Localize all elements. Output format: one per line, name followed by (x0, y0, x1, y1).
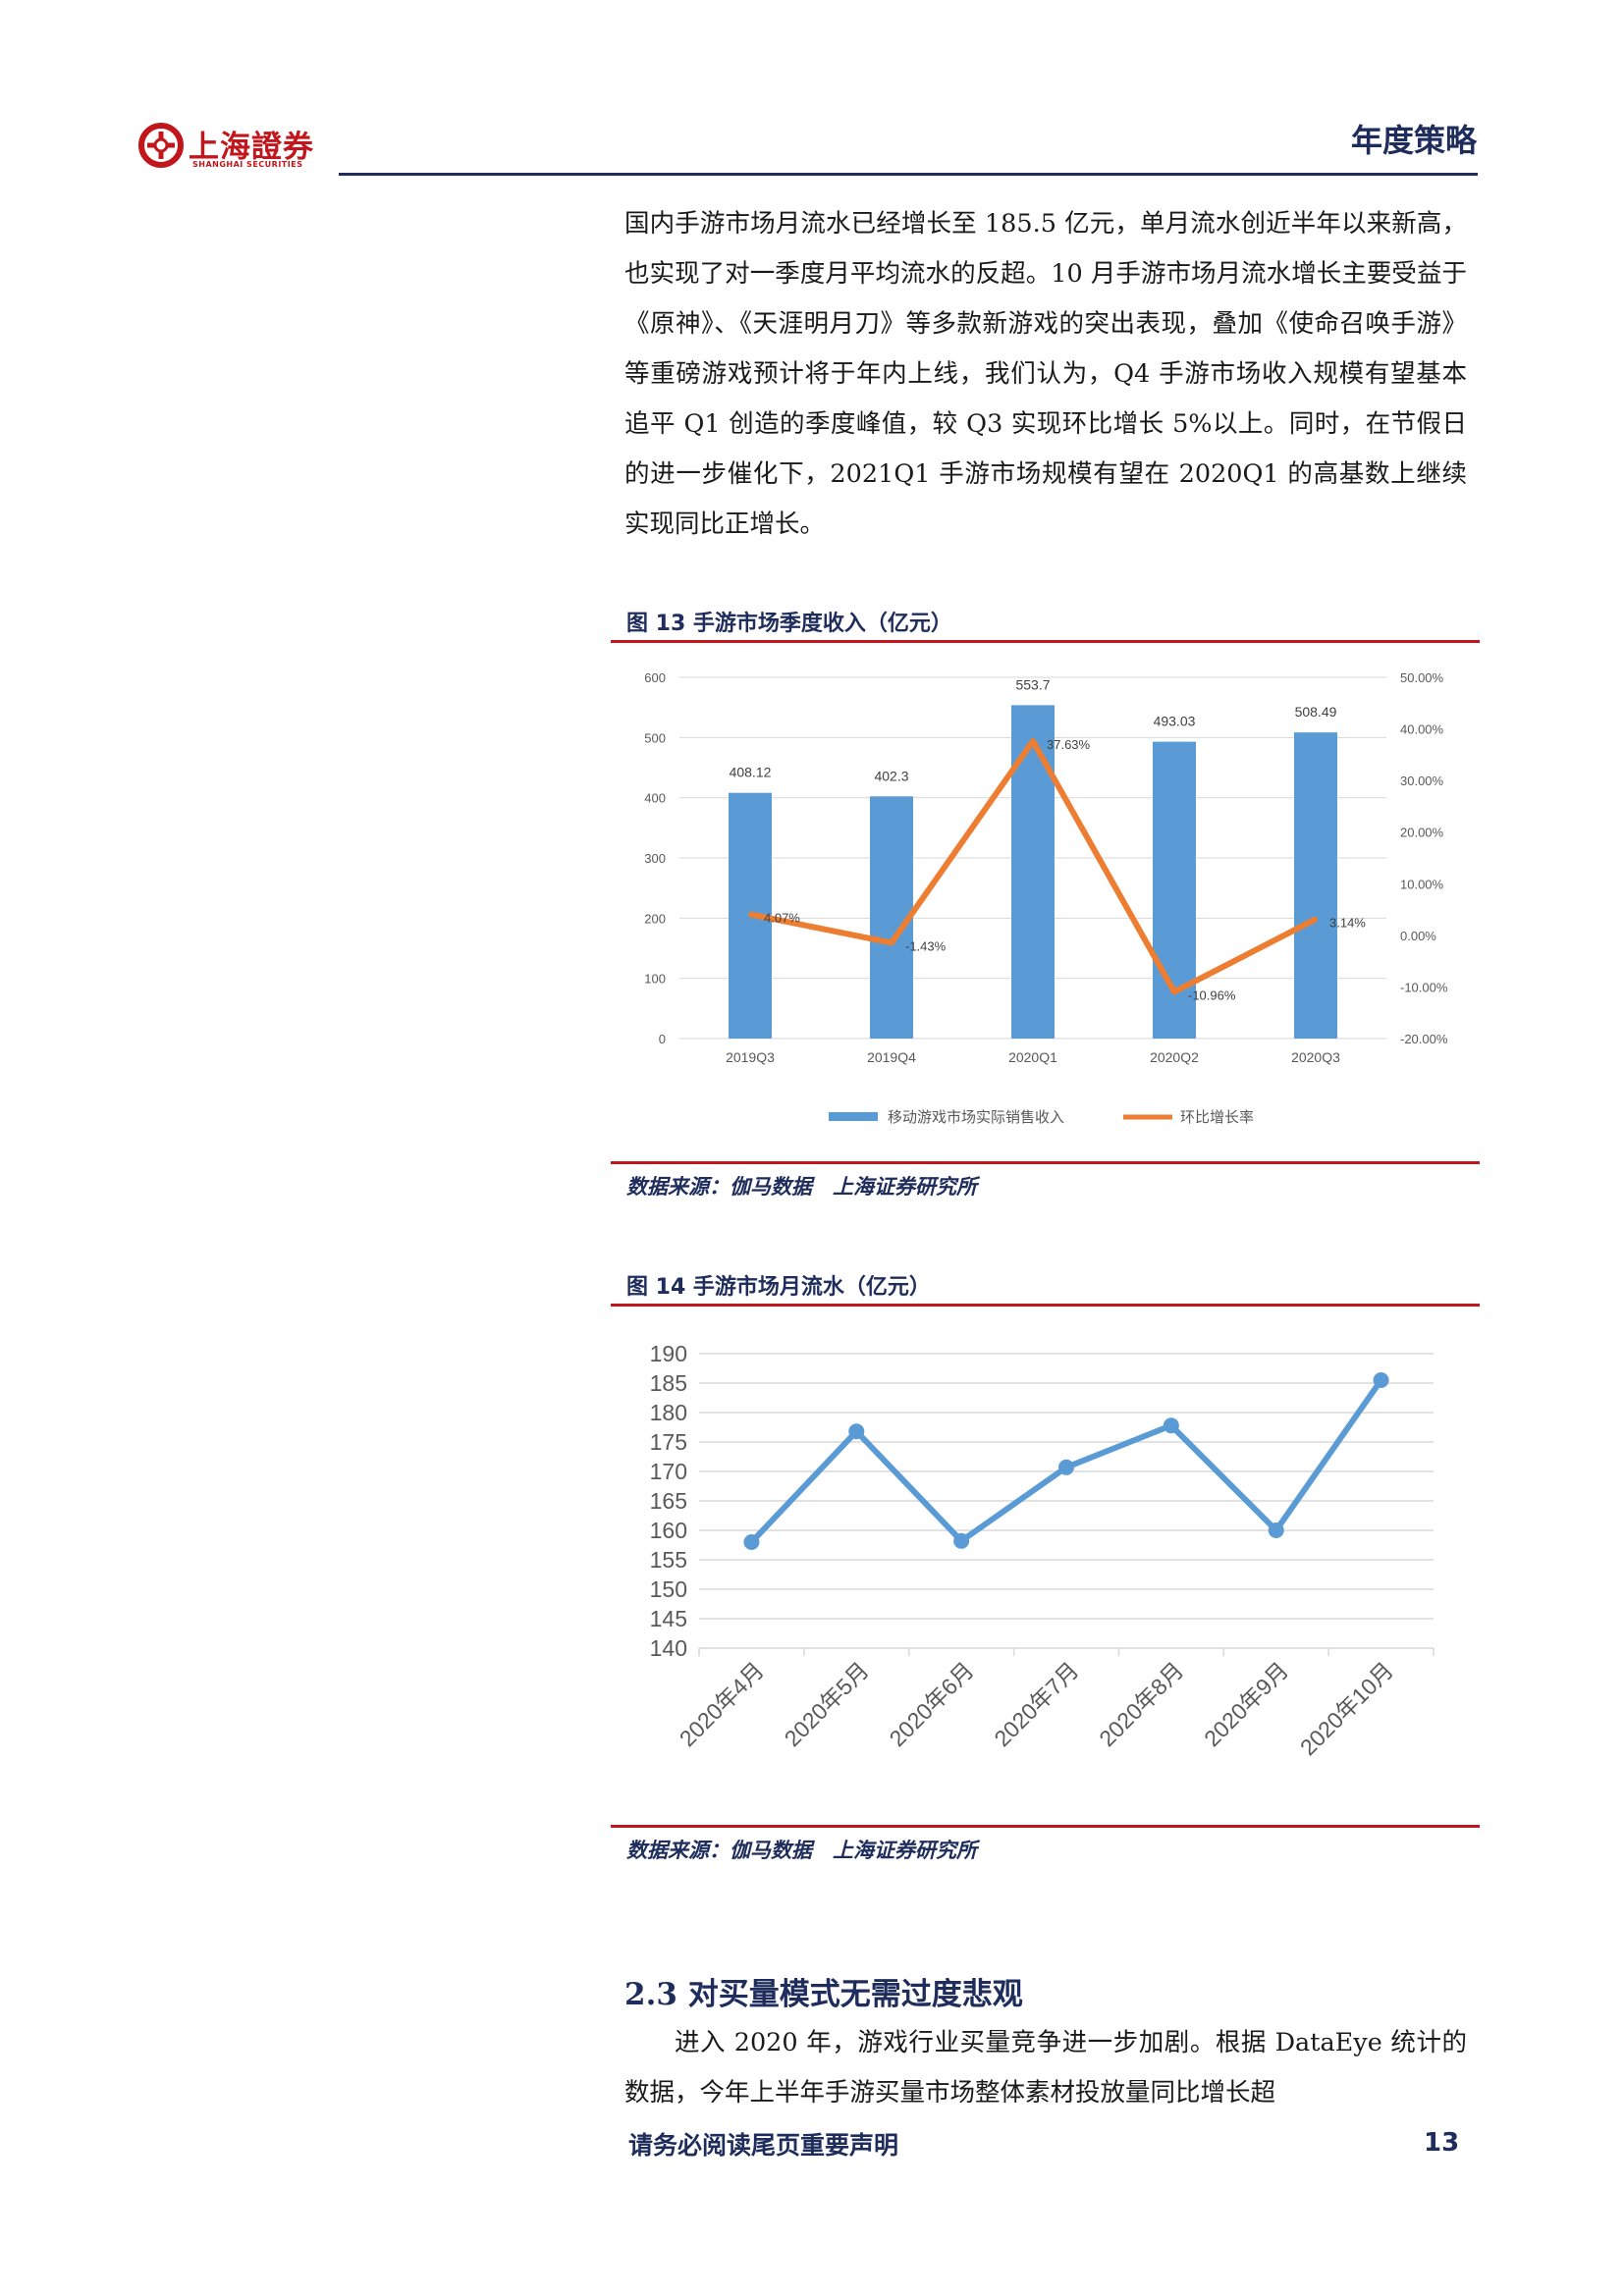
y-tick-label: 0 (659, 1032, 666, 1046)
y2-tick-label: 30.00% (1400, 774, 1444, 788)
growth-point (1172, 989, 1176, 994)
data-point (1058, 1459, 1074, 1475)
growth-value-label: 4.07% (764, 910, 800, 925)
bar-value-label: 493.03 (1154, 714, 1196, 729)
data-point (1268, 1522, 1284, 1538)
growth-value-label: 37.63% (1047, 737, 1091, 752)
data-point (1163, 1417, 1179, 1434)
figure14-title: 图 14 手游市场月流水（亿元） (626, 1275, 931, 1300)
figure13-chart: 0 100 200 300 400 500 600 -20.00% -10.00% 0.00% 10… (644, 670, 1448, 1126)
y-tick-label: 200 (644, 911, 666, 926)
figure14-top-rule (611, 1304, 1480, 1307)
figure13-bottom-rule (611, 1161, 1480, 1164)
legend-label-line: 环比增长率 (1180, 1109, 1254, 1126)
y-tick-label: 150 (650, 1576, 687, 1602)
y-tick-label: 160 (650, 1518, 687, 1543)
y-tick-label: 300 (644, 851, 666, 866)
y-tick-label: 145 (650, 1606, 687, 1631)
y2-tick-label: 10.00% (1400, 877, 1444, 891)
growth-point (748, 912, 752, 917)
y-tick-label: 190 (650, 1341, 687, 1366)
y-tick-label: 180 (650, 1400, 687, 1425)
growth-point (1314, 917, 1318, 922)
y2-tick-label: 40.00% (1400, 722, 1444, 737)
figure13-title: 图 13 手游市场季度收入（亿元） (626, 612, 952, 636)
bar-value-label: 408.12 (730, 765, 772, 780)
section-heading: 2.3 对买量模式无需过度悲观 (624, 1977, 1023, 2012)
x-tick-label: 2020年6月 (885, 1657, 979, 1751)
y-tick-label: 170 (650, 1459, 687, 1484)
x-tick-label: 2020年8月 (1094, 1657, 1188, 1751)
figure13-top-rule (611, 640, 1480, 643)
figure14-source: 数据来源：伽马数据 上海证券研究所 (626, 1838, 977, 1862)
header-divider (339, 173, 1478, 176)
footer-disclaimer: 请务必阅读尾页重要声明 (628, 2131, 899, 2160)
data-point (1373, 1372, 1389, 1388)
x-tick-label: 2020Q2 (1150, 1049, 1199, 1065)
bar-value-label: 553.7 (1015, 676, 1050, 692)
y-tick-label: 140 (650, 1635, 687, 1661)
y-tick-label: 165 (650, 1488, 687, 1514)
x-tick-label: 2019Q4 (867, 1049, 916, 1065)
y-tick-label: 175 (650, 1429, 687, 1455)
y-tick-label: 500 (644, 730, 666, 745)
x-tick-label: 2020年7月 (989, 1657, 1083, 1751)
legend-swatch-bar (829, 1112, 878, 1121)
growth-point (890, 940, 893, 945)
x-tick-label: 2020年4月 (675, 1657, 769, 1751)
y-tick-label: 100 (644, 972, 666, 987)
bar (1294, 732, 1337, 1039)
x-tick-label: 2020Q3 (1291, 1049, 1340, 1065)
bar-value-label: 402.3 (874, 768, 908, 783)
y2-tick-label: -10.00% (1400, 980, 1448, 994)
data-point (953, 1532, 970, 1549)
y-tick-label: 185 (650, 1370, 687, 1396)
y-tick-label: 400 (644, 791, 666, 806)
header-title: 年度策略 (1350, 122, 1477, 159)
legend-label-bar: 移动游戏市场实际销售收入 (888, 1109, 1064, 1126)
x-tick-label: 2020年9月 (1199, 1657, 1293, 1751)
figure14-chart: 140 145 150 155 160 165 170 175 180 185 190 2020年4月… (650, 1341, 1435, 1760)
logo-text: 上海證券 (189, 130, 314, 165)
logo-mark (138, 123, 184, 168)
bar (1011, 705, 1055, 1039)
data-point (743, 1534, 760, 1550)
x-tick-label: 2020Q1 (1008, 1049, 1057, 1065)
figure14-bottom-rule (611, 1825, 1480, 1828)
y2-tick-label: 0.00% (1400, 929, 1436, 943)
page-number: 13 (1424, 2128, 1460, 2158)
figure13-source: 数据来源：伽马数据 上海证券研究所 (626, 1174, 977, 1199)
y2-tick-label: 20.00% (1400, 826, 1444, 840)
y-tick-label: 155 (650, 1547, 687, 1573)
growth-value-label: -10.96% (1188, 988, 1236, 1002)
x-tick-label: 2020年5月 (780, 1657, 874, 1751)
x-tick-label: 2019Q3 (726, 1049, 775, 1065)
data-point (848, 1423, 865, 1440)
section-paragraph: 进入 2020 年，游戏行业买量竞争进一步加剧。根据 DataEye 统计的数据… (624, 2028, 1467, 2108)
y2-tick-label: -20.00% (1400, 1032, 1448, 1046)
y-tick-label: 600 (644, 670, 666, 685)
y2-tick-label: 50.00% (1400, 670, 1444, 685)
logo-subtext: SHANGHAI SECURITIES (192, 160, 303, 169)
growth-value-label: 3.14% (1329, 915, 1366, 930)
bar-value-label: 508.49 (1295, 704, 1337, 720)
growth-value-label: -1.43% (905, 938, 947, 953)
intro-paragraph: 国内手游市场月流水已经增长至 185.5 亿元，单月流水创近半年以来新高，也实现… (624, 209, 1467, 539)
growth-point (1031, 739, 1035, 744)
x-tick-label: 2020年10月 (1295, 1657, 1398, 1760)
